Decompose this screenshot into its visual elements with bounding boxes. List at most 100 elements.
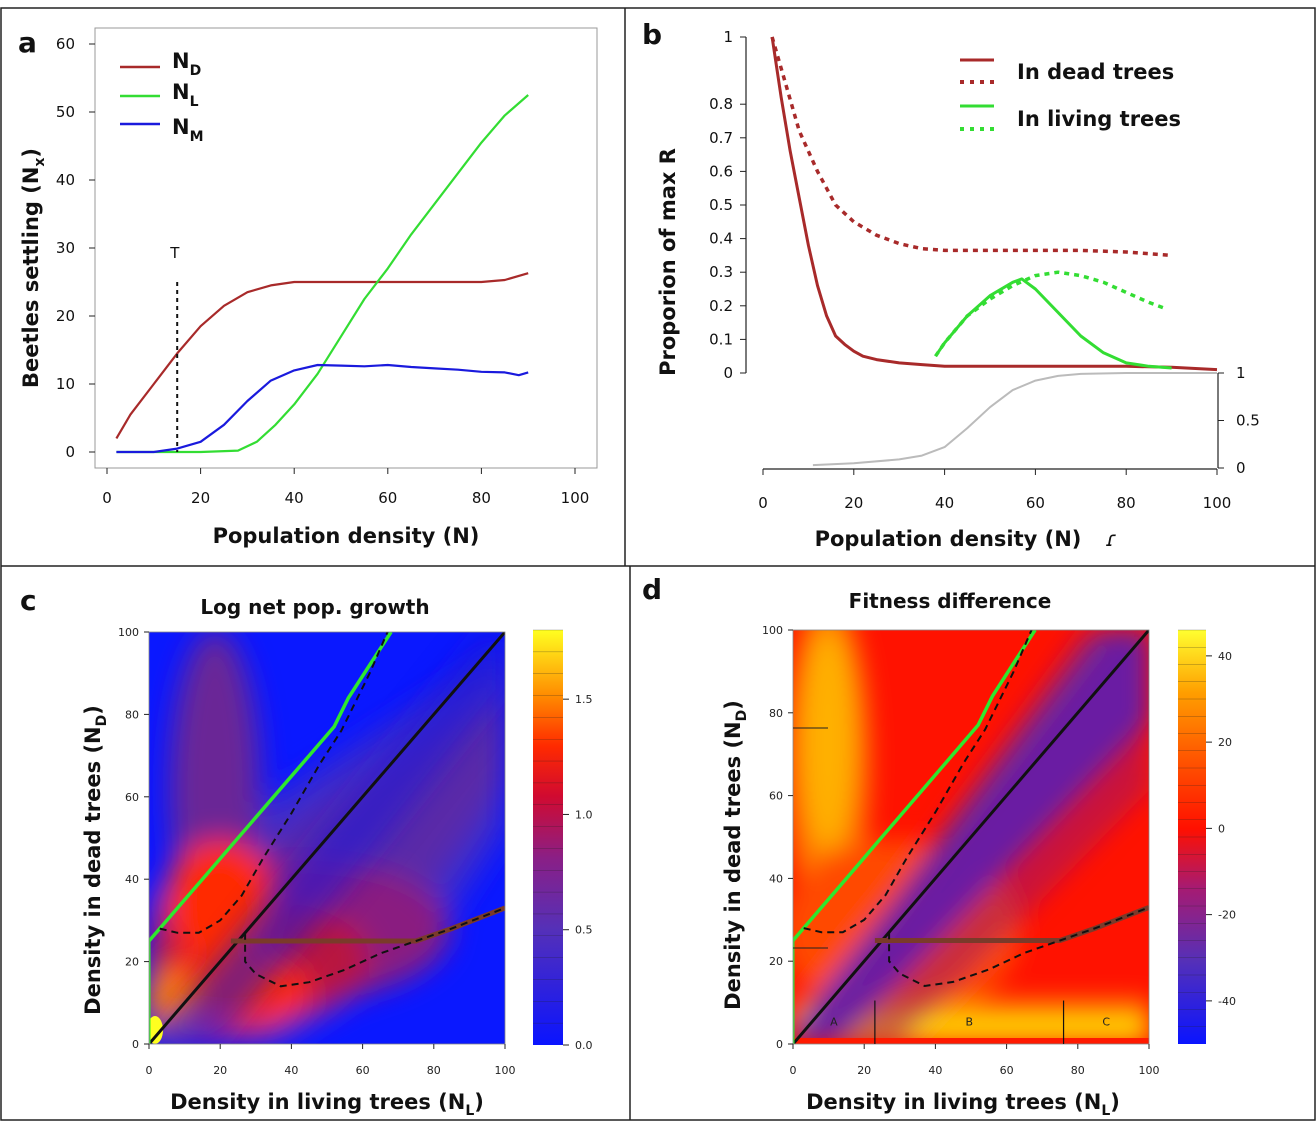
x-tick-label: 60 (1026, 494, 1045, 512)
y-tick-label: 20 (769, 955, 783, 968)
y-tick-label: 30 (56, 239, 75, 257)
y-tick-label: 1 (723, 28, 733, 46)
heatmap-d (793, 630, 1149, 1044)
y-axis-c: 0 20 40 60 80 100 (118, 626, 149, 1051)
overlay-lines-c (149, 632, 505, 1044)
colorbar-tick-label: 0.0 (575, 1039, 593, 1052)
panel-label-c: c (20, 584, 37, 617)
y-tick-label: 60 (56, 35, 75, 53)
panel-d: d Fitness difference A B C 0 20 40 60 80 100 0 2… (642, 573, 1236, 1119)
x-tick-label: 80 (472, 489, 491, 507)
y-tick-label: 100 (118, 626, 139, 639)
panel-c: c Log net pop. growth 0 20 40 60 80 100 0 20 40… (20, 584, 593, 1119)
region-label: C (1102, 1015, 1110, 1028)
x-axis-a: 0 20 40 60 80 100 (102, 468, 589, 507)
y-tick-label: 0.3 (709, 263, 733, 281)
x-tick-label: 100 (495, 1064, 516, 1077)
colorbar-tick-label: 40 (1218, 650, 1232, 663)
threshold-label: T (169, 244, 180, 262)
colorbar-tick-label: 0.5 (575, 924, 593, 937)
x-axis-label-b: Population density (N) (815, 527, 1082, 551)
series-line-nm (116, 363, 529, 454)
title-d: Fitness difference (849, 589, 1052, 613)
series-line-in-dead-trees-dotted (770, 36, 1172, 258)
x-tick-label: 80 (427, 1064, 441, 1077)
x-tick-label: 40 (928, 1064, 942, 1077)
y-axis-a: 0 10 20 30 40 50 60 (56, 35, 95, 461)
y-tick-label: 20 (56, 307, 75, 325)
colorbar-tick-label: 1.5 (575, 693, 593, 706)
panel-label-d: d (642, 573, 662, 606)
panel-a: a 0 10 20 30 40 50 60 0 20 40 60 80 100 Population … (18, 26, 598, 548)
y-tick-label: 0 (132, 1038, 139, 1051)
y-tick-label: 0 (723, 364, 733, 382)
y-tick-label: 60 (769, 790, 783, 803)
panel-label-a: a (18, 26, 37, 59)
region-label: B (965, 1015, 973, 1028)
x-axis-d: 0 20 40 60 80 100 (790, 1044, 1160, 1077)
x-tick-label: 20 (213, 1064, 227, 1077)
x-axis-label-c: Density in living trees (NL) (170, 1090, 484, 1119)
series-group-b (770, 36, 1218, 467)
y2-axis-b: 00.51 (1218, 364, 1260, 477)
colorbar-tick-label: -40 (1218, 995, 1236, 1008)
series-line-in-living-trees-dotted (934, 270, 1168, 358)
y-tick-label: 0.1 (709, 330, 733, 348)
y2-tick-label: 0 (1236, 459, 1246, 477)
y2-tick-label: 0.5 (1236, 412, 1260, 430)
colorbar-ticks-d: 40 20 0 -20 -40 (1178, 629, 1236, 1027)
x-axis-label-a: Population density (N) (213, 524, 480, 548)
series-line-nl (116, 94, 529, 454)
legend-label-nl: NL (172, 80, 199, 110)
series-line-in-living-trees-solid (934, 277, 1172, 370)
dead-equilibrium-line (230, 905, 505, 944)
x-tick-label: 40 (935, 494, 954, 512)
legend-label-nd: ND (172, 49, 201, 79)
y-tick-label: 0 (65, 443, 75, 461)
series-line-secondary-solid (812, 372, 1217, 467)
panel-b: b 00.10.20.30.40.50.60.70.81 00.51 0 20 40… (642, 18, 1260, 551)
x-tick-label: 20 (857, 1064, 871, 1077)
legend-b: In dead trees In living trees (960, 58, 1181, 131)
legend-a: ND NL NM (120, 49, 204, 145)
x-tick-label: 100 (1139, 1064, 1160, 1077)
x-tick-label: 60 (1000, 1064, 1014, 1077)
y-tick-label: 80 (125, 708, 139, 721)
diagonal-line (149, 632, 505, 1044)
colorbar-tick-label: 20 (1218, 736, 1232, 749)
x-tick-label: 0 (758, 494, 768, 512)
legend-label-living: In living trees (1017, 107, 1181, 131)
x-tick-label: 80 (1117, 494, 1136, 512)
y-tick-label: 0.8 (709, 95, 733, 113)
colorbar-tick-label: -20 (1218, 909, 1236, 922)
y-tick-label: 20 (125, 956, 139, 969)
x-tick-label: 100 (1203, 494, 1232, 512)
y-tick-label: 0.6 (709, 162, 733, 180)
x-tick-label: 20 (844, 494, 863, 512)
stray-mark: ɾ (1106, 527, 1117, 551)
x-tick-label: 20 (191, 489, 210, 507)
title-c: Log net pop. growth (200, 595, 429, 619)
heatmap-c (149, 632, 505, 1044)
diagonal-line (793, 630, 1149, 1044)
lower-isocline (244, 907, 505, 988)
y-axis-d: 0 20 40 60 80 100 (762, 624, 793, 1051)
x-axis-label-d: Density in living trees (NL) (806, 1090, 1120, 1119)
y-tick-label: 40 (769, 872, 783, 885)
y-axis-b: 0 0.1 0.2 0.3 0.4 0.5 0.6 0.7 0.8 1 (709, 28, 746, 382)
y-tick-label: 0.7 (709, 129, 733, 147)
x-axis-c: 0 20 40 60 80 100 (146, 1044, 516, 1077)
y-tick-label: 0.4 (709, 230, 733, 248)
y-tick-label: 80 (769, 707, 783, 720)
x-tick-label: 0 (102, 489, 112, 507)
y-tick-label: 40 (125, 873, 139, 886)
y-tick-label: 0.5 (709, 196, 733, 214)
y-axis-label-c: Density in dead trees (ND) (81, 705, 110, 1015)
region-label: A (830, 1015, 838, 1028)
y-tick-label: 100 (762, 624, 783, 637)
panel-label-b: b (642, 18, 662, 51)
y-tick-label: 40 (56, 171, 75, 189)
colorbar-tick-label: 1.0 (575, 808, 593, 821)
x-tick-label: 40 (284, 1064, 298, 1077)
